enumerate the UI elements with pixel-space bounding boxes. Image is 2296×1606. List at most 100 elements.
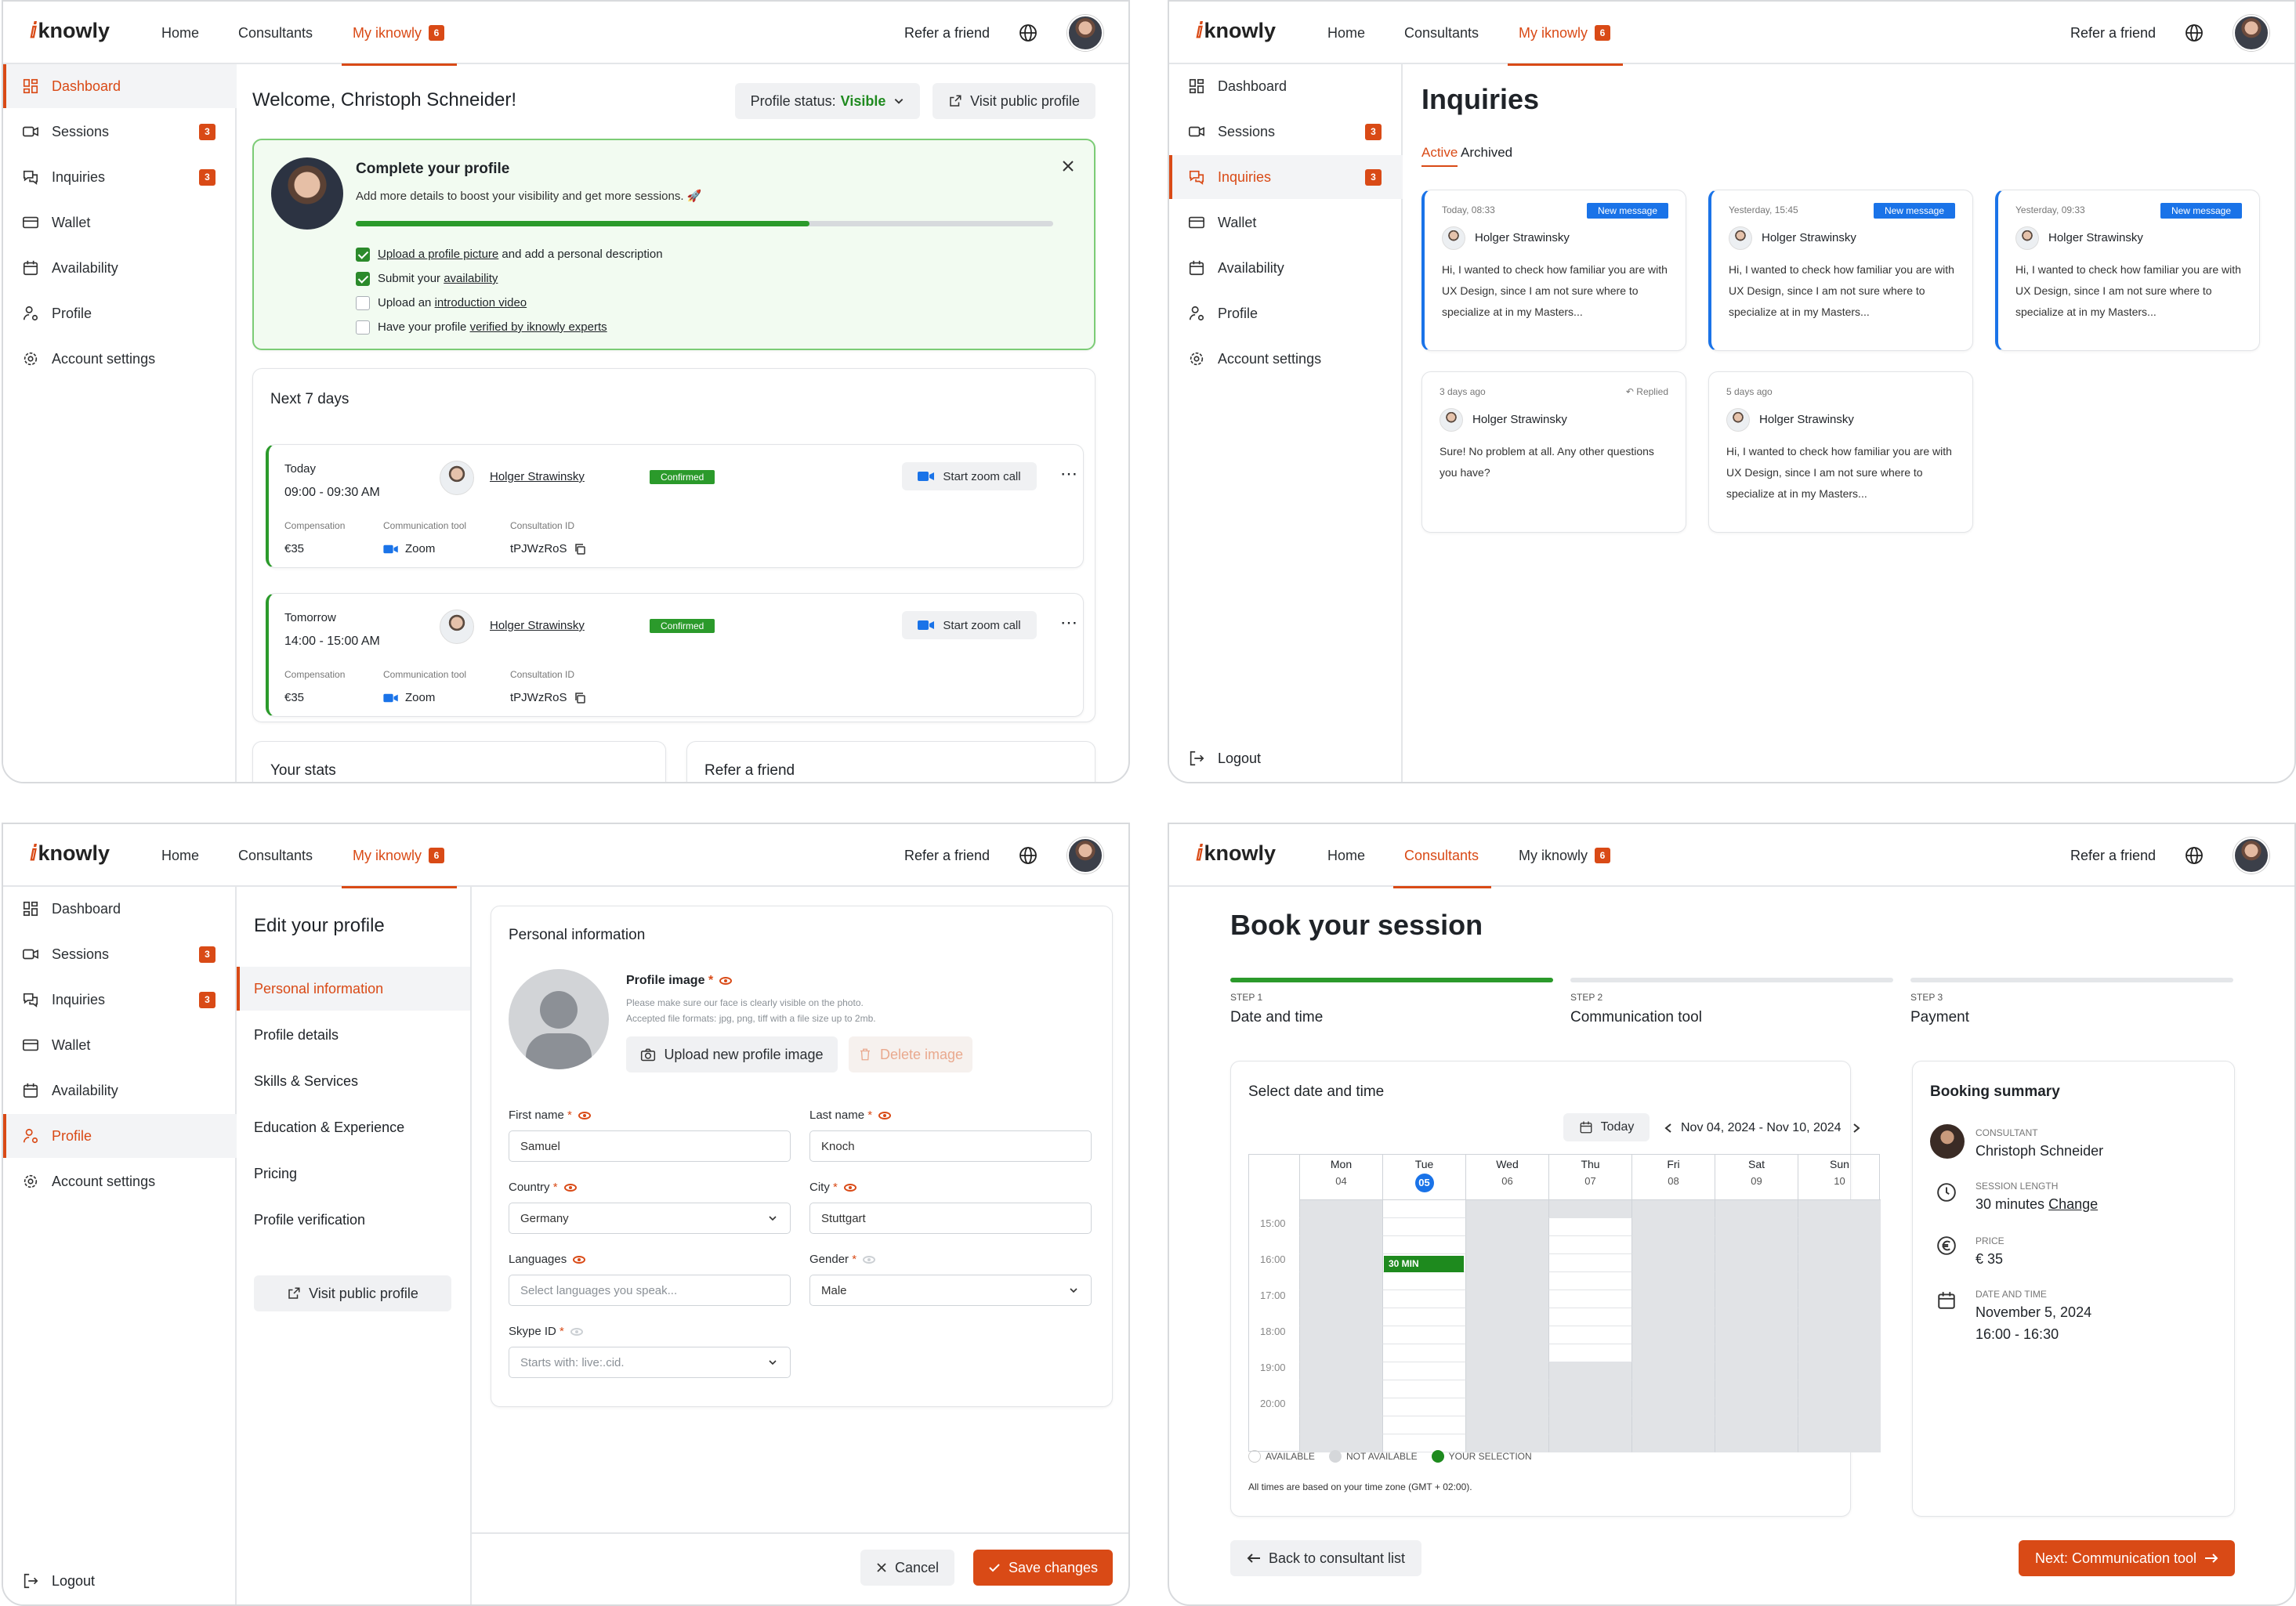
sidebar-item-account-settings[interactable]: Account settings <box>3 1159 237 1203</box>
calendar-slot-available[interactable] <box>1382 1362 1465 1380</box>
nav-consultants[interactable]: Consultants <box>238 847 313 863</box>
close-icon[interactable] <box>1061 159 1075 173</box>
checklist-link[interactable]: Upload a profile picture <box>378 248 499 261</box>
user-avatar[interactable] <box>1067 15 1103 51</box>
edit-menu-item[interactable]: Profile details <box>254 1026 339 1043</box>
checklist-link[interactable]: verified by iknowly experts <box>469 320 607 334</box>
edit-menu-item[interactable]: Profile verification <box>254 1211 366 1228</box>
globe-icon[interactable] <box>1019 846 1038 865</box>
checkbox[interactable] <box>356 248 370 262</box>
eye-icon[interactable] <box>719 976 733 985</box>
globe-icon[interactable] <box>1019 24 1038 42</box>
sidebar-item-account-settings[interactable]: Account settings <box>1169 337 1403 381</box>
eye-off-icon[interactable] <box>863 1256 876 1264</box>
user-avatar[interactable] <box>2233 837 2269 874</box>
city-field[interactable]: Stuttgart <box>809 1203 1092 1234</box>
inquiry-card[interactable]: 3 days ago ↶ Replied Holger Strawinsky Sure… <box>1421 371 1686 533</box>
calendar-slot-available[interactable] <box>1382 1434 1465 1452</box>
calendar-slot-available[interactable] <box>1548 1290 1631 1308</box>
sidebar-item-profile[interactable]: Profile <box>1169 291 1403 335</box>
inquiry-card[interactable]: Yesterday, 15:45 New message Holger Strawi… <box>1708 190 1973 351</box>
inquiry-card[interactable]: 5 days ago Holger Strawinsky Hi, I wanted … <box>1708 371 1973 533</box>
country-select[interactable]: Germany <box>509 1203 791 1234</box>
languages-select[interactable]: Select languages you speak... <box>509 1275 791 1306</box>
nav-consultants[interactable]: Consultants <box>238 24 313 41</box>
calendar-slot-available[interactable] <box>1548 1236 1631 1254</box>
nav-consultants[interactable]: Consultants <box>1404 24 1479 41</box>
client-name-link[interactable]: Holger Strawinsky <box>490 619 585 632</box>
calendar-slot-available[interactable] <box>1382 1398 1465 1416</box>
cancel-button[interactable]: Cancel <box>860 1550 954 1586</box>
nav-home[interactable]: Home <box>161 847 200 863</box>
calendar-slot-available[interactable] <box>1382 1236 1465 1254</box>
tab-active[interactable]: Active <box>1421 145 1458 167</box>
refer-friend-link[interactable]: Refer a friend <box>904 24 990 41</box>
nav-home[interactable]: Home <box>161 24 200 41</box>
globe-icon[interactable] <box>2185 846 2204 865</box>
skype-select[interactable]: Starts with: live:.cid. <box>509 1347 791 1378</box>
sidebar-item-inquiries[interactable]: Inquiries 3 <box>1169 155 1403 199</box>
sidebar-item-wallet[interactable]: Wallet <box>3 201 237 244</box>
nav-home[interactable]: Home <box>1327 847 1366 863</box>
eye-icon[interactable] <box>578 1112 591 1120</box>
sidebar-item-profile[interactable]: Profile <box>3 291 237 335</box>
back-button[interactable]: Back to consultant list <box>1230 1540 1421 1576</box>
calendar-slot-available[interactable] <box>1548 1308 1631 1326</box>
checkbox[interactable] <box>356 320 370 335</box>
sidebar-item-sessions[interactable]: Sessions 3 <box>1169 110 1403 154</box>
sidebar-item-dashboard[interactable]: Dashboard <box>3 887 237 931</box>
next-button[interactable]: Next: Communication tool <box>2019 1540 2235 1576</box>
copy-icon[interactable] <box>574 543 586 555</box>
calendar-slot-available[interactable] <box>1382 1380 1465 1398</box>
nav-my-iknowly[interactable]: My iknowly 6 <box>341 2 458 66</box>
inquiry-card[interactable]: Today, 08:33 New message Holger Strawinsky… <box>1421 190 1686 351</box>
selected-slot[interactable]: 30 MIN <box>1384 1256 1464 1272</box>
calendar-slot-available[interactable] <box>1548 1254 1631 1272</box>
today-button[interactable]: Today <box>1563 1113 1650 1141</box>
calendar-slot-available[interactable] <box>1548 1344 1631 1362</box>
calendar-slot-available[interactable] <box>1382 1200 1465 1218</box>
nav-consultants[interactable]: Consultants <box>1392 824 1492 888</box>
calendar-slot-available[interactable] <box>1548 1326 1631 1344</box>
last-name-field[interactable]: Knoch <box>809 1130 1092 1162</box>
edit-menu-item[interactable]: Education & Experience <box>254 1119 405 1135</box>
refer-friend-link[interactable]: Refer a friend <box>2070 24 2157 41</box>
sidebar-item-sessions[interactable]: Sessions 3 <box>3 110 237 154</box>
nav-my-iknowly[interactable]: My iknowly 6 <box>1507 2 1624 66</box>
sidebar-item-account-settings[interactable]: Account settings <box>3 337 237 381</box>
sidebar-item-availability[interactable]: Availability <box>1169 246 1403 290</box>
sidebar-item-availability[interactable]: Availability <box>3 246 237 290</box>
nav-my-iknowly[interactable]: My iknowly 6 <box>341 824 458 888</box>
calendar-slot-available[interactable] <box>1548 1272 1631 1290</box>
eye-icon[interactable] <box>843 1184 856 1192</box>
nav-home[interactable]: Home <box>1327 24 1366 41</box>
more-options-icon[interactable]: ⋯ <box>1060 613 1078 632</box>
checkbox[interactable] <box>356 296 370 311</box>
edit-menu-item[interactable]: Skills & Services <box>254 1072 359 1089</box>
eye-icon[interactable] <box>878 1112 892 1120</box>
calendar-slot-available[interactable] <box>1382 1344 1465 1362</box>
client-name-link[interactable]: Holger Strawinsky <box>490 470 585 483</box>
logo[interactable]: ⅈknowly <box>1196 841 1276 866</box>
nav-my-iknowly[interactable]: My iknowly 6 <box>1519 824 1611 887</box>
profile-status-dropdown[interactable]: Profile status: Visible <box>735 83 920 119</box>
eye-icon[interactable] <box>563 1184 577 1192</box>
refer-friend-link[interactable]: Refer a friend <box>904 847 990 863</box>
edit-menu-item[interactable]: Personal information <box>237 967 470 1011</box>
logo[interactable]: ⅈknowly <box>30 841 110 866</box>
user-avatar[interactable] <box>2233 15 2269 51</box>
inquiry-card[interactable]: Yesterday, 09:33 New message Holger Strawi… <box>1995 190 2260 351</box>
save-changes-button[interactable]: Save changes <box>973 1550 1113 1586</box>
sidebar-item-dashboard[interactable]: Dashboard <box>3 64 237 108</box>
visit-public-profile-button[interactable]: Visit public profile <box>254 1275 451 1311</box>
calendar-slot-available[interactable] <box>1382 1218 1465 1236</box>
sidebar-item-wallet[interactable]: Wallet <box>3 1023 237 1067</box>
sidebar-item-inquiries[interactable]: Inquiries 3 <box>3 155 237 199</box>
sidebar-item-availability[interactable]: Availability <box>3 1069 237 1112</box>
refer-friend-link[interactable]: Refer a friend <box>2070 847 2157 863</box>
start-zoom-button[interactable]: Start zoom call <box>902 611 1037 639</box>
calendar-slot-available[interactable] <box>1382 1290 1465 1308</box>
chevron-left-icon[interactable] <box>1664 1123 1673 1134</box>
checklist-link[interactable]: introduction video <box>434 296 527 309</box>
logout-button[interactable]: Logout <box>1169 736 1403 780</box>
